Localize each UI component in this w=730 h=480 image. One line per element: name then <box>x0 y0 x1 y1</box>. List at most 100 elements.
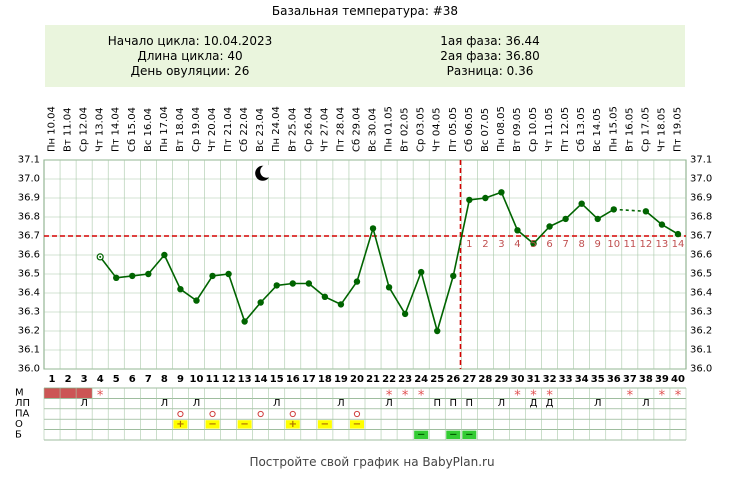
date-label: Пн 10.04 <box>47 106 58 152</box>
date-label: Вт 09.05 <box>512 108 523 153</box>
symptom-star: * <box>627 389 634 404</box>
data-point <box>610 206 617 213</box>
cycle-day-number: 38 <box>639 374 653 385</box>
luteal-day-label: 9 <box>595 239 601 250</box>
cycle-day-number: 35 <box>591 374 605 385</box>
lp-mark: Л <box>594 398 602 409</box>
y-tick-left: 36.7 <box>18 231 40 242</box>
y-tick-right: 36.1 <box>690 345 712 356</box>
cycle-day-number: 27 <box>462 374 476 385</box>
pregnancy-test-cell <box>462 430 477 439</box>
ovulation-minus: − <box>208 419 216 430</box>
date-label: Ср 03.05 <box>416 107 427 152</box>
data-point <box>353 278 361 285</box>
series-segment <box>99 256 117 279</box>
date-label: Чт 11.05 <box>544 108 555 153</box>
cycle-day-number: 28 <box>478 374 492 385</box>
date-label: Ср 26.04 <box>303 107 314 152</box>
cycle-day-number: 18 <box>318 374 332 385</box>
ovulation-test-cell <box>173 420 188 429</box>
series-segment <box>372 228 390 288</box>
pa-circle <box>177 410 184 418</box>
data-point <box>546 223 553 230</box>
data-point <box>562 215 569 223</box>
ovulation-test-cell <box>349 420 364 429</box>
lp-mark: П <box>433 398 441 409</box>
data-point <box>225 270 232 278</box>
symptom-star: * <box>514 389 521 404</box>
date-label: Вт 16.05 <box>624 108 635 153</box>
summary-right: 1ая фаза: 36.44 2ая фаза: 36.80 Разница:… <box>440 34 540 78</box>
temperature-series <box>96 189 682 335</box>
ovulation-plus: + <box>176 419 184 430</box>
series-segment <box>645 210 663 226</box>
cycle-day-number: 26 <box>446 374 460 385</box>
data-point <box>241 318 248 325</box>
cycle-day-number: 2 <box>65 374 72 385</box>
data-point <box>129 272 136 280</box>
luteal-day-labels: 1 2 3 4 5 6 7 8 9 10 11 12 13 14 <box>466 239 684 250</box>
date-label: Сб 22.04 <box>239 107 250 152</box>
cycle-day-number: 6 <box>129 374 136 385</box>
series-segment <box>340 281 358 305</box>
date-label: Ср 17.05 <box>640 107 651 152</box>
cycle-day-number: 16 <box>286 374 300 385</box>
date-label: Ср 19.04 <box>191 107 202 152</box>
date-label: Пн 08.05 <box>496 106 507 152</box>
y-tick-left: 36.0 <box>18 364 40 375</box>
y-tick-right: 36.5 <box>690 269 712 280</box>
pa-circle <box>353 410 361 418</box>
cycle-day-number: 33 <box>559 374 573 385</box>
series-segment-dashed <box>613 208 646 213</box>
luteal-day-label: 2 <box>482 239 488 250</box>
row-label: ПА <box>15 409 30 420</box>
symptom-star: * <box>530 389 537 404</box>
y-tick-right: 36.3 <box>690 307 712 318</box>
data-point <box>530 240 537 247</box>
cycle-day-number: 24 <box>414 374 428 385</box>
data-point <box>594 215 601 223</box>
footer-link[interactable]: Постройте свой график на BabyPlan.ru <box>249 455 494 469</box>
y-tick-right: 36.0 <box>690 364 712 375</box>
data-point <box>498 189 505 196</box>
data-point <box>674 230 682 238</box>
luteal-day-label: 7 <box>562 239 568 250</box>
series-segment <box>244 301 262 323</box>
cycle-day-number: 29 <box>494 374 508 385</box>
cycle-day-number: 12 <box>222 374 236 385</box>
y-axis-ticks: 37.1 37.1 37.0 37.0 36.9 36.9 36.8 36.8 36.7 36.7… <box>18 155 713 375</box>
luteal-day-label: 5 <box>530 239 536 250</box>
cycle-start: Начало цикла: 10.04.2023 <box>108 34 272 48</box>
pregnancy-minus: − <box>449 429 457 440</box>
cycle-day-number: 10 <box>190 374 204 385</box>
luteal-day-label: 13 <box>656 239 669 250</box>
cycle-day-number: 30 <box>511 374 525 385</box>
symptom-star: * <box>386 389 393 404</box>
cycle-day-number: 13 <box>238 374 252 385</box>
luteal-day-label: 4 <box>514 239 520 250</box>
data-point <box>113 274 120 281</box>
data-point <box>209 272 216 280</box>
date-label: Пн 15.05 <box>608 106 619 152</box>
lp-mark: П <box>466 398 474 409</box>
series-segment <box>227 273 246 322</box>
lp-mark: Л <box>385 398 393 409</box>
pregnancy-test-cell <box>414 430 429 439</box>
date-label: Пн 01.05 <box>384 106 395 152</box>
y-tick-right: 37.0 <box>690 174 712 185</box>
data-point <box>273 282 280 289</box>
y-tick-right: 37.1 <box>690 155 712 166</box>
luteal-day-label: 8 <box>578 239 584 250</box>
date-label: Вт 25.04 <box>287 108 298 153</box>
symptom-star: * <box>402 389 409 404</box>
plot-grid <box>43 159 687 370</box>
menstruation-cell <box>44 388 61 399</box>
pa-circle <box>209 410 216 418</box>
menstruation-cell <box>60 388 77 399</box>
cycle-day-number: 7 <box>145 374 152 385</box>
date-label: Пт 19.05 <box>672 107 683 152</box>
data-point <box>514 227 521 234</box>
series-segment <box>356 228 374 282</box>
date-label: Сб 13.05 <box>576 107 587 152</box>
